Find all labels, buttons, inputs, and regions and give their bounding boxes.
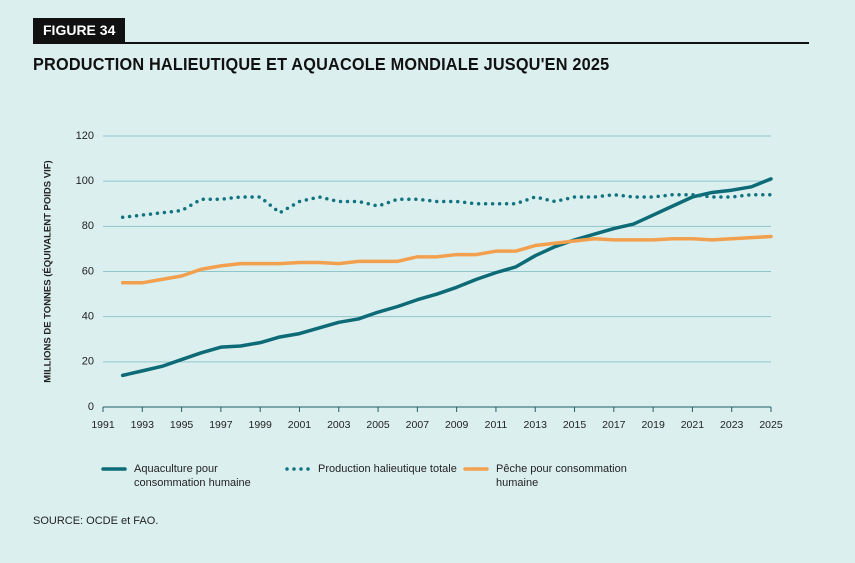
legend-swatch xyxy=(285,467,311,471)
legend-item: Pêche pour consommation humaine xyxy=(463,462,636,490)
x-tick-label: 1993 xyxy=(131,419,155,431)
x-tick-label: 2017 xyxy=(602,419,626,431)
figure-label: FIGURE 34 xyxy=(33,18,126,42)
x-tick-label: 1997 xyxy=(209,419,233,431)
x-tick-label: 1995 xyxy=(170,419,194,431)
legend-swatch xyxy=(101,467,127,471)
y-axis-label: MILLIONS DE TONNES (ÉQUIVALENT POIDS VIF… xyxy=(43,160,54,382)
x-tick-label: 2005 xyxy=(366,419,390,431)
y-tick-label: 40 xyxy=(82,311,94,323)
x-tick-label: 2001 xyxy=(288,419,312,431)
source: SOURCE: OCDE et FAO. xyxy=(33,515,159,527)
legend-label: Aquaculture pour consommation humaine xyxy=(134,463,251,489)
x-tick-label: 2025 xyxy=(759,419,783,431)
rule xyxy=(33,42,809,44)
x-tick-label: 2019 xyxy=(641,419,665,431)
x-tick-label: 2007 xyxy=(406,419,430,431)
x-tick-label: 2023 xyxy=(720,419,744,431)
legend-label: Pêche pour consommation humaine xyxy=(496,463,627,489)
legend-item: Production halieutique totale xyxy=(285,462,458,476)
y-tick-label: 100 xyxy=(76,175,94,187)
x-tick-label: 2015 xyxy=(563,419,587,431)
legend-item: Aquaculture pour consommation humaine xyxy=(101,462,274,490)
x-tick-label: 1991 xyxy=(91,419,115,431)
y-tick-label: 120 xyxy=(76,130,94,142)
x-tick-label: 1999 xyxy=(248,419,272,431)
x-tick-label: 2021 xyxy=(681,419,705,431)
x-tick-label: 2011 xyxy=(485,419,508,431)
x-tick-label: 2009 xyxy=(445,419,469,431)
series-line xyxy=(120,177,773,378)
x-tick-label: 2003 xyxy=(327,419,351,431)
chart: 0 20 40 60 80 100 120 1991 1993 1995 1997 1999 2001 2… xyxy=(43,130,783,431)
y-tick-label: 0 xyxy=(88,401,94,413)
series-line xyxy=(120,192,773,220)
x-tick-label: 2013 xyxy=(524,419,548,431)
legend: Aquaculture pour consommation humaine Pro… xyxy=(101,462,804,502)
legend-swatch xyxy=(463,467,489,471)
series-line xyxy=(120,234,773,285)
legend-label: Production halieutique totale xyxy=(318,463,457,475)
chart-title: PRODUCTION HALIEUTIQUE ET AQUACOLE MONDI… xyxy=(33,54,610,74)
y-tick-label: 20 xyxy=(82,356,94,368)
y-tick-label: 80 xyxy=(82,220,94,232)
y-tick-label: 60 xyxy=(82,265,94,277)
